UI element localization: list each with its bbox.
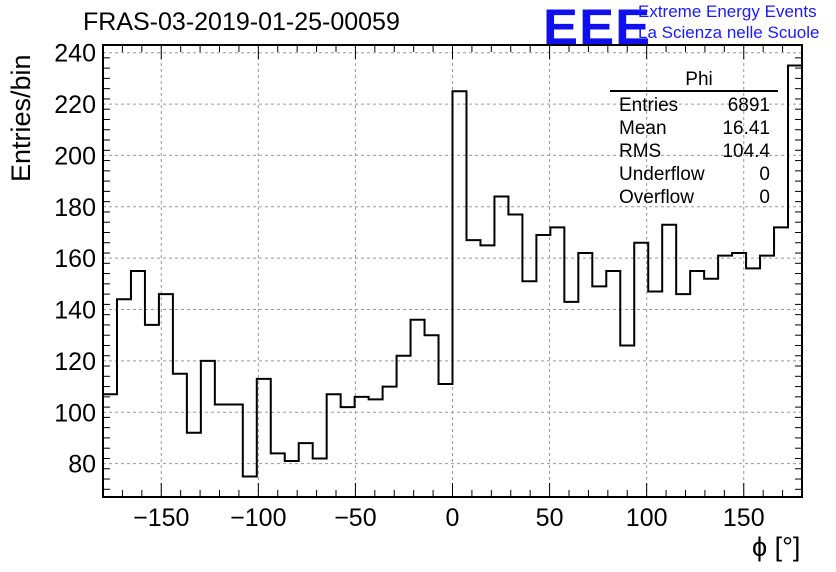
x-tick-label: 50	[536, 504, 564, 532]
histogram-bin	[718, 256, 732, 497]
histogram-bin	[243, 476, 257, 497]
stats-title: Phi	[610, 70, 778, 92]
histogram-outline	[102, 64, 803, 497]
chart-title: FRAS-03-2019-01-25-00059	[83, 8, 400, 36]
histogram-bin	[480, 245, 494, 497]
histogram-bin	[313, 458, 327, 497]
histogram-bin	[159, 294, 173, 497]
stats-label: Entries	[619, 95, 679, 116]
stats-value: 16.41	[722, 118, 770, 139]
eee-tagline-2: La Scienza nelle Scuole	[638, 23, 820, 42]
eee-logo: EEE	[543, 0, 652, 55]
histogram-bin	[439, 384, 453, 497]
histogram-bin	[704, 279, 718, 497]
histogram-bin	[620, 345, 634, 497]
stats-label: Mean	[619, 118, 667, 139]
stats-value: 0	[759, 187, 770, 208]
histogram-bin	[774, 227, 788, 497]
histogram-bin	[117, 299, 131, 497]
histogram-bin	[285, 461, 299, 497]
y-tick-label: 80	[68, 451, 96, 479]
y-tick-label: 200	[54, 142, 96, 170]
histogram-bin	[648, 292, 662, 497]
histogram-bin	[676, 294, 690, 497]
stats-label: Underflow	[619, 164, 705, 185]
x-tick-label: 100	[626, 504, 668, 532]
histogram-bin	[383, 387, 397, 497]
eee-tagline-1: Extreme Energy Events	[638, 2, 817, 21]
stats-label: Overflow	[619, 187, 694, 208]
histogram-bin	[201, 361, 215, 497]
histogram-bin	[299, 443, 313, 497]
y-axis-label: Entries/bin	[6, 54, 36, 182]
y-tick-label: 160	[54, 245, 96, 273]
histogram-bin	[592, 286, 606, 497]
y-tick-label: 180	[54, 194, 96, 222]
histogram-bin	[746, 268, 760, 497]
x-tick-label: −50	[334, 504, 376, 532]
histogram-bin	[732, 253, 746, 497]
histogram-bin	[103, 394, 117, 497]
y-tick-label: 220	[54, 91, 96, 119]
histogram-bin	[466, 240, 480, 497]
histogram-bin	[327, 394, 341, 497]
stats-row: Underflow 0	[610, 163, 778, 186]
histogram-bin	[411, 320, 425, 497]
x-tick-label: 0	[446, 504, 460, 532]
histogram-bin	[425, 335, 439, 497]
histogram-bin	[550, 227, 564, 497]
histogram-bin	[536, 235, 550, 497]
histogram-bin	[397, 356, 411, 497]
histogram-bin	[522, 281, 536, 497]
y-tick-label: 120	[54, 348, 96, 376]
histogram-bin	[369, 399, 383, 497]
histogram-bin	[788, 66, 802, 497]
histogram-bin	[257, 379, 271, 497]
x-tick-label: −100	[230, 504, 286, 532]
histogram-bin	[494, 197, 508, 497]
histogram-bin	[634, 243, 648, 497]
histogram-bin	[187, 433, 201, 497]
histogram-bin	[131, 271, 145, 497]
stats-row: Entries 6891	[610, 94, 778, 117]
y-tick-label: 240	[54, 40, 96, 68]
histogram-bin	[173, 374, 187, 497]
stats-value: 104.4	[722, 141, 770, 162]
y-tick-label: 100	[54, 399, 96, 427]
stats-value: 6891	[727, 95, 770, 116]
histogram-bin	[355, 397, 369, 497]
x-axis-label: ϕ [°]	[752, 532, 801, 562]
stats-value: 0	[759, 164, 770, 185]
histogram-bin	[690, 271, 704, 497]
stats-label: RMS	[619, 141, 662, 162]
histogram-bin	[145, 325, 159, 497]
x-tick-label: −150	[133, 504, 189, 532]
stats-row: Mean 16.41	[610, 117, 778, 140]
stats-row: Overflow 0	[610, 186, 778, 209]
histogram-bin	[341, 407, 355, 497]
histogram-bin	[606, 271, 620, 497]
y-tick-label: 140	[54, 297, 96, 325]
histogram-bin	[760, 256, 774, 497]
histogram-bin	[453, 91, 467, 497]
histogram-bin	[564, 302, 578, 497]
histogram-bin	[662, 225, 676, 497]
histogram-bin	[578, 253, 592, 497]
histogram-bin	[215, 405, 229, 497]
histogram-bin	[229, 405, 243, 497]
histogram-bin	[508, 215, 522, 498]
stats-row: RMS 104.4	[610, 140, 778, 163]
x-tick-label: 150	[723, 504, 765, 532]
stats-box: Phi Entries 6891 Mean 16.41 RMS 104.4 Under…	[610, 70, 778, 209]
